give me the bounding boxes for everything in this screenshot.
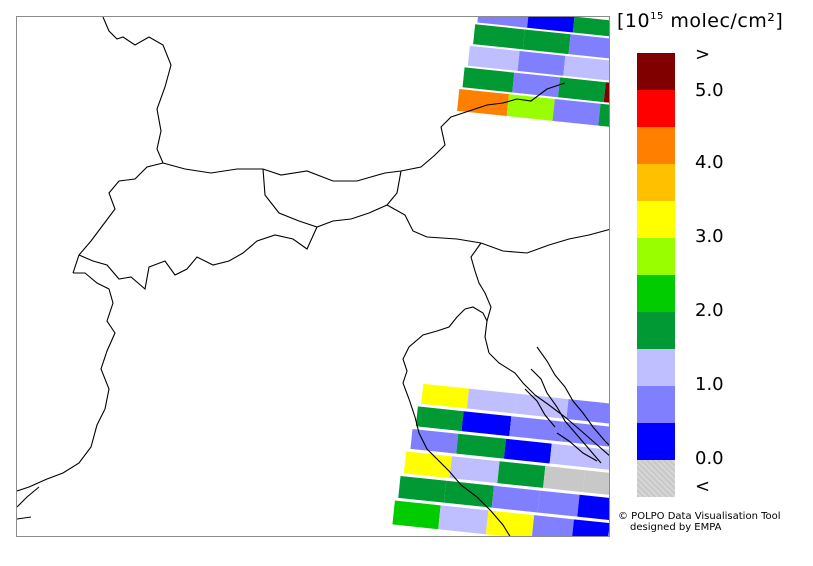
legend-title-prefix: [10 xyxy=(617,10,651,32)
legend-label-4: 4.0 xyxy=(695,152,724,173)
legend-swatch xyxy=(637,201,675,238)
legend-swatch xyxy=(637,460,675,497)
legend-title-units: molec/cm²] xyxy=(663,10,784,32)
legend-color-bar xyxy=(637,53,675,497)
legend-swatch xyxy=(637,275,675,312)
legend-swatch xyxy=(637,423,675,460)
legend-label-2: 2.0 xyxy=(695,300,724,321)
credit-line1: © POLPO Data Visualisation Tool xyxy=(618,511,781,522)
legend-swatch xyxy=(637,127,675,164)
satellite-swath-north xyxy=(457,17,609,128)
map-canvas xyxy=(17,17,609,536)
credit-text: © POLPO Data Visualisation Tool designed… xyxy=(618,511,781,533)
satellite-swath-south xyxy=(392,383,609,536)
legend-label-5: 5.0 xyxy=(695,80,724,101)
legend-label-0: 0.0 xyxy=(695,448,724,469)
legend-swatch xyxy=(637,238,675,275)
legend-title: [1015 molec/cm²] xyxy=(617,10,783,32)
country-borders xyxy=(17,17,609,492)
legend-swatch xyxy=(637,53,675,90)
coastline xyxy=(17,306,609,536)
credit-line2: designed by EMPA xyxy=(630,522,722,533)
legend-swatch xyxy=(637,164,675,201)
legend-label-3: 3.0 xyxy=(695,226,724,247)
legend-title-exponent: 15 xyxy=(650,11,664,22)
legend-swatch xyxy=(637,90,675,127)
legend-label-below: < xyxy=(695,476,711,497)
legend-label-1: 1.0 xyxy=(695,374,724,395)
map-panel xyxy=(16,16,610,537)
legend-swatch xyxy=(637,349,675,386)
legend-swatch xyxy=(637,386,675,423)
legend-swatch xyxy=(637,312,675,349)
legend-label-above: > xyxy=(695,44,711,65)
